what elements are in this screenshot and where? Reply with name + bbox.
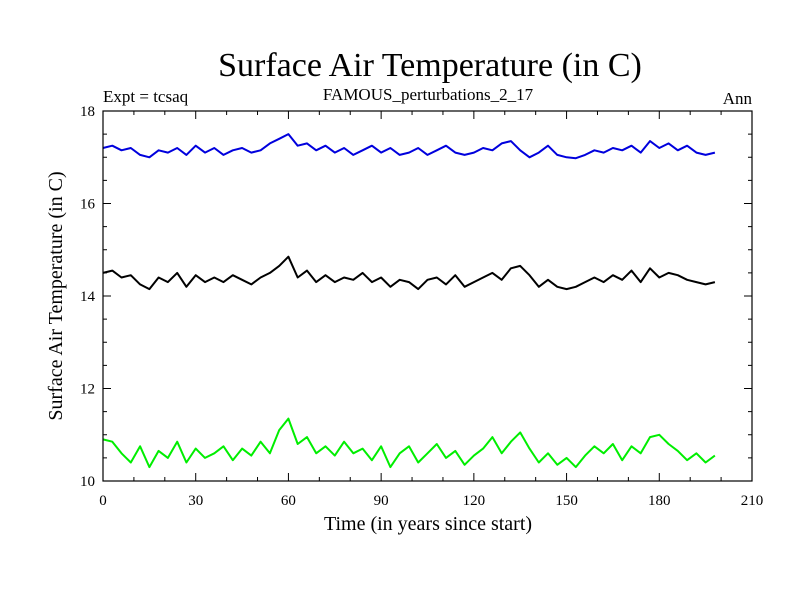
x-tick-label: 180 — [648, 493, 671, 509]
y-tick-label: 12 — [80, 382, 95, 398]
dataset-label: FAMOUS_perturbations_2_17 — [323, 85, 534, 104]
x-tick-label: 210 — [741, 493, 764, 509]
x-tick-label: 150 — [555, 493, 578, 509]
series-line-upper — [102, 133, 716, 160]
y-tick-label: 14 — [80, 289, 96, 305]
x-tick-label: 0 — [99, 493, 107, 509]
plot-area: 0 30 60 90 120 150 180 210 10 12 14 16 18 — [80, 104, 763, 509]
experiment-label: Expt = tcsaq — [103, 87, 189, 106]
x-tick-label: 120 — [463, 493, 486, 509]
chart-title: Surface Air Temperature (in C) — [218, 47, 642, 84]
y-tick-label: 10 — [80, 474, 95, 490]
y-tick-label: 16 — [80, 197, 96, 213]
y-tick-label: 18 — [80, 104, 95, 120]
x-tick-label: 90 — [374, 493, 389, 509]
x-axis-label: Time (in years since start) — [324, 513, 532, 535]
plot-frame — [102, 110, 753, 482]
x-tick-label: 30 — [188, 493, 203, 509]
series-line-middle — [102, 255, 716, 291]
period-label: Ann — [723, 89, 753, 108]
x-tick-label: 60 — [281, 493, 296, 509]
y-axis-label: Surface Air Temperature (in C) — [45, 171, 67, 420]
series-line-lower — [102, 417, 716, 469]
